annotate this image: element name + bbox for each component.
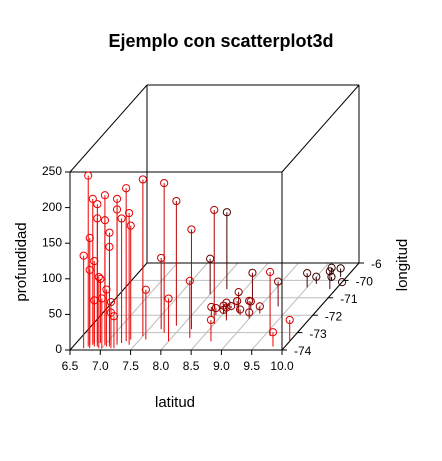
point [84,171,93,180]
point [125,208,134,218]
chart-title: Ejemplo con scatterplot3d [108,31,333,51]
point [94,272,103,282]
point [236,305,245,314]
grid-line [130,262,208,351]
box-edge [281,84,360,173]
x-tick-label: 9.5 [243,359,260,373]
y-tick-label: -74 [294,344,312,358]
z-tick-label: 150 [42,235,62,249]
point [246,297,255,306]
point [85,233,94,243]
point [210,205,219,215]
grid-line [99,262,178,351]
box-edge [281,262,360,351]
point [274,277,283,286]
x-tick-label: 7.0 [92,359,109,373]
y-tick-label: -70 [356,275,374,289]
box-edge [69,262,148,351]
point [206,254,215,263]
x-tick-label: 9.0 [213,359,230,373]
point [157,253,166,263]
point [93,200,102,209]
box-edge [69,84,148,173]
point [117,214,126,223]
x-tick-label: 8.0 [153,359,170,373]
point [211,303,220,313]
x-tick-label: 10.0 [270,359,294,373]
point [138,175,147,184]
point [79,251,88,260]
point [172,196,181,206]
y-tick-label: -71 [340,292,358,306]
z-tick-label: 0 [55,342,62,356]
y-tick-label: -6 [371,257,382,271]
point [141,285,150,294]
z-tick-label: 50 [49,307,63,321]
point [222,298,231,307]
point [112,194,122,203]
point [312,272,321,281]
y-tick-label: -72 [325,309,343,323]
point [88,194,97,203]
y-axis-label: longitud [394,239,411,292]
x-tick-label: 6.5 [62,359,79,373]
y-tick-label: -73 [309,327,327,341]
point [106,297,116,307]
z-tick-label: 250 [42,164,62,178]
point [187,225,196,234]
x-tick-label: 7.5 [122,359,139,373]
point [100,216,110,225]
point [234,288,243,297]
point [207,302,216,312]
point [96,274,105,284]
point [233,296,242,306]
point [90,256,99,266]
point [85,265,94,275]
point [222,208,231,217]
point [303,269,312,278]
point [100,191,110,200]
point [164,294,173,303]
point [160,178,169,188]
z-tick-label: 200 [42,200,62,214]
point [248,268,257,277]
point [327,272,336,281]
point [126,221,135,230]
grid-line [160,262,239,351]
point [336,264,345,273]
point [255,302,264,311]
point [122,184,131,193]
z-tick-label: 100 [42,271,62,285]
point [219,305,228,314]
x-tick-label: 8.5 [183,359,200,373]
point [102,285,111,294]
point [185,276,194,285]
point [337,278,347,287]
z-axis-label: profundidad [13,222,30,301]
point [105,228,114,237]
point [327,263,336,272]
x-axis-label: latitud [155,394,195,411]
point [265,267,275,277]
point [268,328,278,337]
point [285,315,294,325]
